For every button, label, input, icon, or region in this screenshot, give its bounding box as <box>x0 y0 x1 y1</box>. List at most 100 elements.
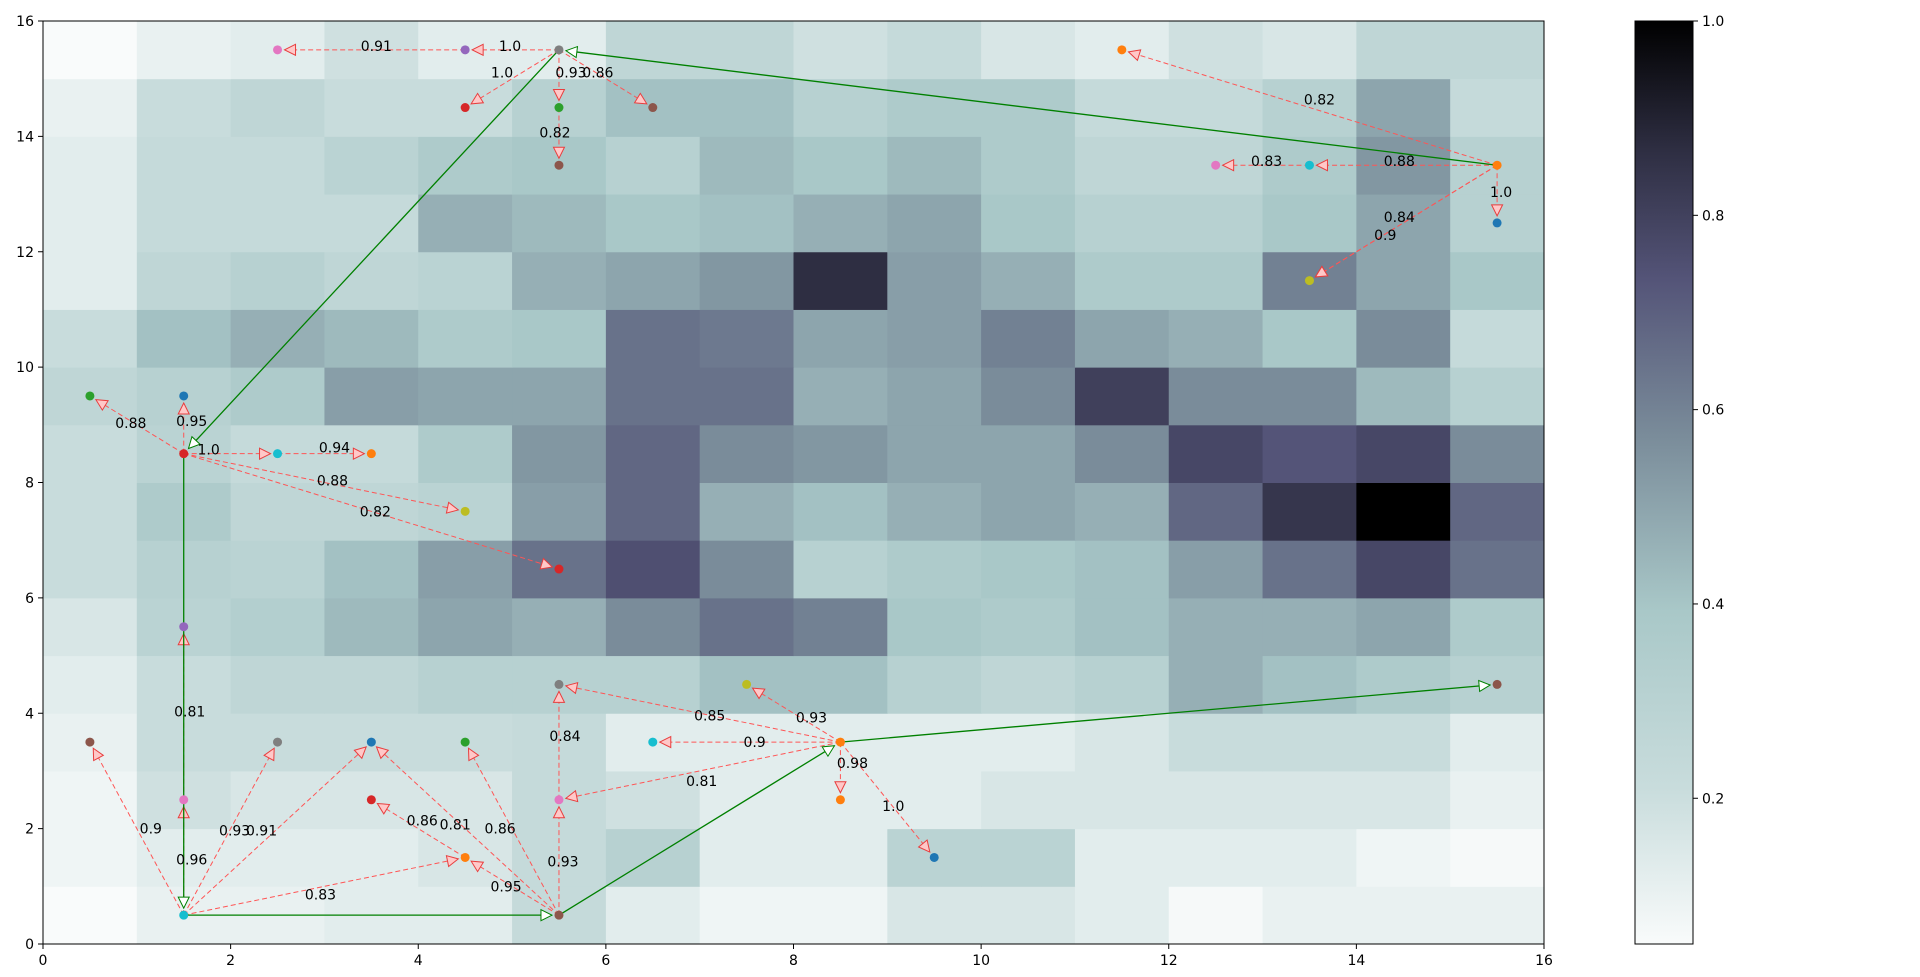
heatmap-cell <box>699 482 794 541</box>
heatmap-cell <box>793 78 888 137</box>
heatmap-cell <box>1356 21 1451 80</box>
colorbar-tick-label: 1.0 <box>1702 14 1724 30</box>
heatmap-cell <box>1450 770 1545 830</box>
edge-weight-label: 0.81 <box>686 774 717 790</box>
heatmap-cell <box>981 424 1076 483</box>
heatmap-cell <box>1168 309 1264 368</box>
heatmap-cell <box>981 482 1076 541</box>
heatmap-cell <box>1262 770 1357 830</box>
path-edge <box>565 50 1498 166</box>
graph-node <box>554 45 564 55</box>
heatmap-cell <box>1074 713 1170 772</box>
heatmap-cell <box>605 482 701 541</box>
path-edge-arrowhead <box>564 45 579 59</box>
candidate-edge <box>470 860 560 916</box>
edge-weight-label: 0.9 <box>743 735 765 751</box>
edge-weight-label: 0.88 <box>115 416 146 432</box>
colorbar: 0.2 0.4 0.6 0.8 1.0 <box>1634 14 1724 945</box>
graph-node <box>273 45 283 55</box>
edge-weight-label: 0.98 <box>837 756 868 772</box>
heatmap-cell <box>1168 886 1264 945</box>
edge-weight-label: 0.82 <box>539 125 570 141</box>
heatmap-cell <box>793 540 888 599</box>
candidate-edge-arrowhead <box>353 746 368 760</box>
graph-node <box>648 103 658 113</box>
edge-weight-label: 0.81 <box>174 704 205 720</box>
heatmap-cell <box>699 367 794 426</box>
edge-weight-label: 1.0 <box>499 39 521 55</box>
heatmap-cell <box>1450 251 1545 310</box>
heatmap-cell <box>1356 482 1451 541</box>
heatmap-cell <box>1262 597 1357 657</box>
heatmap-cell <box>43 655 138 714</box>
candidate-edge-arrowhead <box>552 805 566 819</box>
candidate-edge-arrowhead <box>1221 158 1235 172</box>
heatmap-cell <box>887 136 982 195</box>
edge-weight-label: 1.0 <box>1490 185 1512 201</box>
heatmap-cell <box>230 597 325 657</box>
edge-weight-label: 0.81 <box>440 818 471 834</box>
candidate-edge-arrowhead <box>352 447 366 460</box>
heatmap-cell <box>512 251 607 310</box>
heatmap-cell <box>1168 540 1264 599</box>
edge-weight-label: 0.82 <box>360 504 391 520</box>
heatmap-cell <box>418 540 513 599</box>
heatmap-cell <box>1262 828 1357 887</box>
heatmap-cell <box>1168 21 1264 80</box>
heatmap-cell <box>1074 655 1170 714</box>
heatmap-cell <box>1262 21 1357 80</box>
edge-weight-label: 0.86 <box>484 822 515 838</box>
colorbar-tick-label: 0.2 <box>1702 791 1724 807</box>
candidate-edge-arrowhead <box>470 92 485 105</box>
heatmap-cell <box>1450 540 1545 599</box>
heatmap-cell <box>512 597 607 657</box>
edge-weight-label: 0.86 <box>582 66 613 82</box>
candidate-edge <box>183 746 367 916</box>
candidate-edge-arrowhead <box>552 89 566 102</box>
colorbar-tick-label: 0.8 <box>1702 208 1724 224</box>
heatmap-cell <box>605 367 701 426</box>
heatmap-cell <box>418 309 513 368</box>
graph-node <box>366 795 376 805</box>
graph-nodes <box>85 45 1502 920</box>
heatmap-cell <box>418 597 513 657</box>
heatmap-cell <box>981 136 1076 195</box>
heatmap-cell <box>1074 597 1170 657</box>
candidate-edge-arrowhead <box>470 860 485 873</box>
heatmap-cell <box>699 597 794 657</box>
heatmap-cell <box>1074 136 1170 195</box>
heatmap-cell <box>43 136 138 195</box>
heatmap-cell <box>1356 540 1451 599</box>
candidate-edge-arrowhead <box>283 43 297 57</box>
candidate-edge-arrowhead <box>564 681 579 695</box>
heatmap-cell <box>699 136 794 195</box>
heatmap-cell <box>1074 886 1170 945</box>
heatmap-cell <box>1356 251 1451 310</box>
heatmap-cell <box>324 828 419 887</box>
heatmap-cell <box>1450 886 1545 945</box>
heatmap-cell <box>887 367 982 426</box>
heatmap-cell <box>43 828 138 887</box>
candidate-edge-arrowhead <box>467 747 480 762</box>
path-edge <box>188 49 560 449</box>
candidate-edge-arrowhead <box>1314 265 1329 278</box>
heatmap-cell <box>1262 194 1357 253</box>
graph-node <box>554 795 564 805</box>
heatmap-cell <box>887 540 982 599</box>
graph-node <box>835 795 845 805</box>
heatmap-cell <box>1356 713 1451 772</box>
heatmap-cell <box>1074 540 1170 599</box>
heatmap-cell <box>605 597 701 657</box>
heatmap-cell <box>887 78 982 137</box>
candidate-edge <box>752 687 841 743</box>
candidate-edge-arrowhead <box>259 447 272 460</box>
graph-node <box>460 103 470 113</box>
candidate-edge-arrowhead <box>375 746 390 760</box>
heatmap-cell <box>981 713 1076 772</box>
heatmap-cell <box>324 251 419 310</box>
candidate-edge <box>558 49 648 105</box>
x-tick-label: 6 <box>601 953 610 969</box>
graph-node <box>1304 160 1314 170</box>
graph-edges <box>92 43 1504 922</box>
